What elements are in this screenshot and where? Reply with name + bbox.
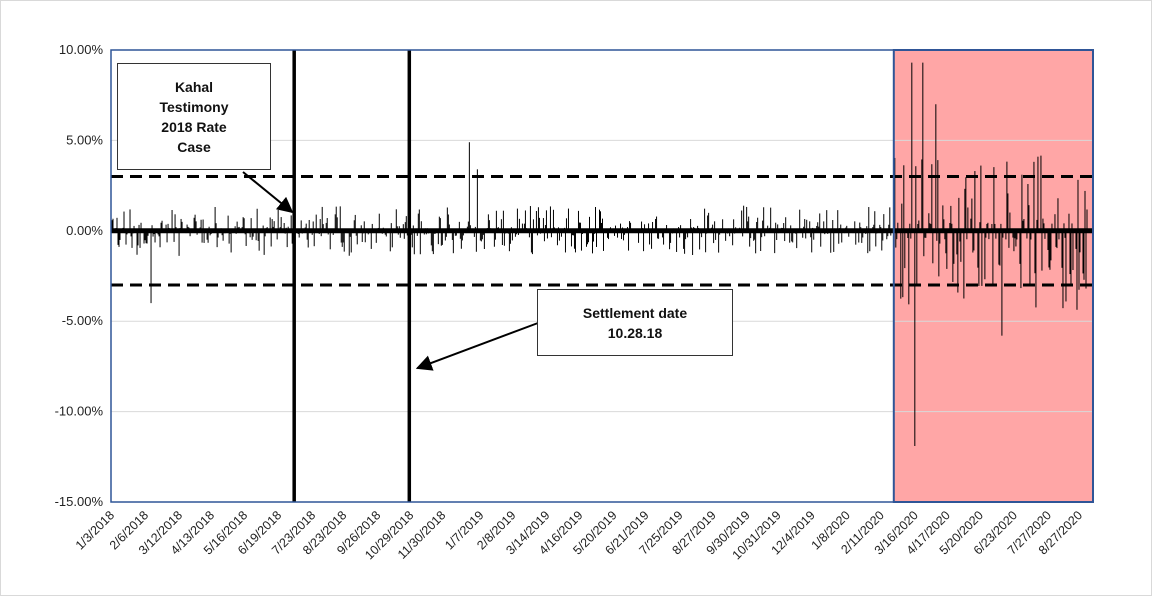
highlight-region [893, 50, 1093, 502]
y-tick-label: -15.00% [55, 494, 104, 509]
settlement-arrow [415, 322, 539, 371]
settlement-annotation-line1: Settlement date [582, 304, 688, 321]
kahal-annotation-text: Kahal Testimony 2018 Rate Case [159, 78, 229, 155]
y-tick-label: -10.00% [55, 404, 104, 419]
kahal-arrow [242, 171, 294, 214]
y-tick-label: -5.00% [62, 313, 104, 328]
settlement-annotation: Settlement date 10.28.18 [537, 289, 733, 356]
settlement-annotation-line2: 10.28.18 [607, 324, 663, 341]
y-tick-label: 10.00% [59, 42, 104, 57]
kahal-annotation: Kahal Testimony 2018 Rate Case [117, 63, 271, 170]
y-tick-label: 5.00% [66, 132, 103, 147]
highlight-border [892, 49, 1094, 503]
y-tick-label: 0.00% [66, 223, 103, 238]
